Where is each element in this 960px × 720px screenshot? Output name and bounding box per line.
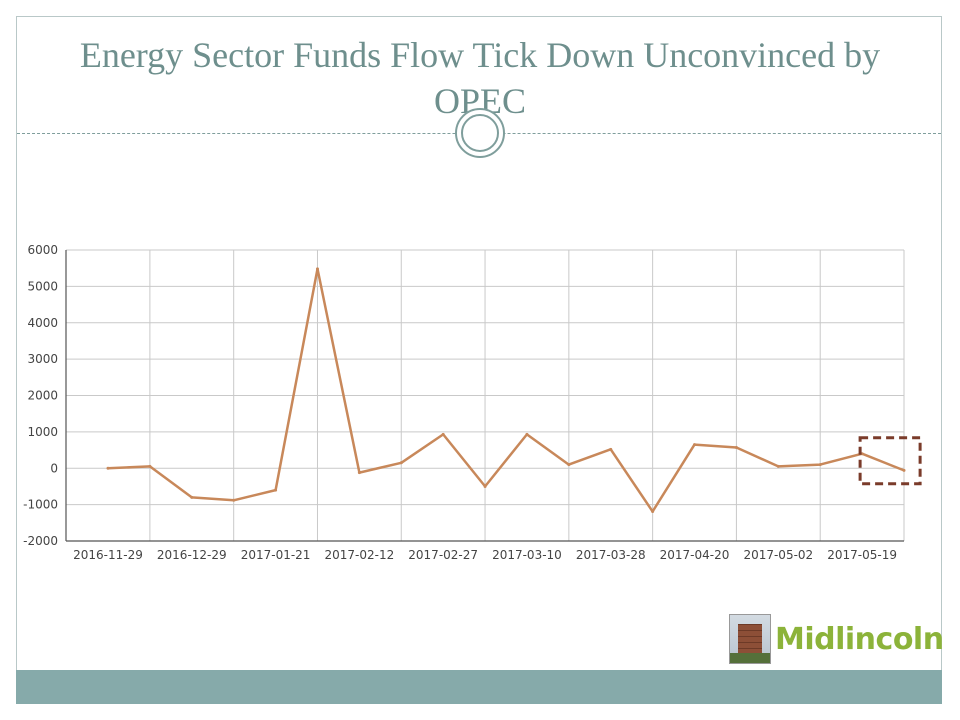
x-tick-label: 2017-04-20 <box>660 548 730 562</box>
y-tick-label: -2000 <box>23 534 58 548</box>
data-point <box>609 447 613 451</box>
data-point <box>232 498 236 502</box>
x-tick-label: 2017-05-02 <box>743 548 813 562</box>
slide-title: Energy Sector Funds Flow Tick Down Uncon… <box>79 35 881 121</box>
data-point <box>399 461 403 465</box>
data-point <box>483 484 487 488</box>
double-circle-ornament-icon <box>455 108 505 158</box>
y-tick-label: 2000 <box>27 389 58 403</box>
y-tick-label: 6000 <box>27 243 58 257</box>
highlight-box <box>858 436 922 486</box>
x-tick-label: 2017-03-10 <box>492 548 562 562</box>
x-tick-label: 2016-11-29 <box>73 548 143 562</box>
data-point <box>190 495 194 499</box>
data-point <box>106 466 110 470</box>
data-point <box>776 464 780 468</box>
y-tick-label: 1000 <box>27 425 58 439</box>
brand-name: Midlincoln <box>775 621 944 657</box>
data-point <box>525 432 529 436</box>
data-point <box>693 443 697 447</box>
midlincoln-logo: Midlincoln <box>729 614 944 664</box>
y-tick-label: 0 <box>50 461 58 475</box>
x-tick-label: 2016-12-29 <box>157 548 227 562</box>
x-tick-label: 2017-02-27 <box>408 548 478 562</box>
data-point <box>651 510 655 514</box>
ornament-inner-ring <box>461 114 499 152</box>
data-point <box>274 488 278 492</box>
data-point <box>734 446 738 450</box>
data-point <box>315 267 319 271</box>
data-point <box>567 463 571 467</box>
series-line <box>107 267 905 513</box>
y-tick-label: 4000 <box>27 316 58 330</box>
x-tick-label: 2017-02-12 <box>324 548 394 562</box>
data-point <box>902 468 906 472</box>
x-tick-label: 2017-03-28 <box>576 548 646 562</box>
data-point <box>357 471 361 475</box>
building-photo-icon <box>729 614 771 664</box>
y-tick-label: 5000 <box>27 279 58 293</box>
data-point <box>441 432 445 436</box>
x-tick-label: 2017-05-19 <box>827 548 897 562</box>
data-point <box>148 464 152 468</box>
x-tick-label: 2017-01-21 <box>241 548 311 562</box>
y-tick-label: -1000 <box>23 498 58 512</box>
footer-bar <box>16 670 942 704</box>
y-tick-label: 3000 <box>27 352 58 366</box>
data-point <box>818 463 822 467</box>
